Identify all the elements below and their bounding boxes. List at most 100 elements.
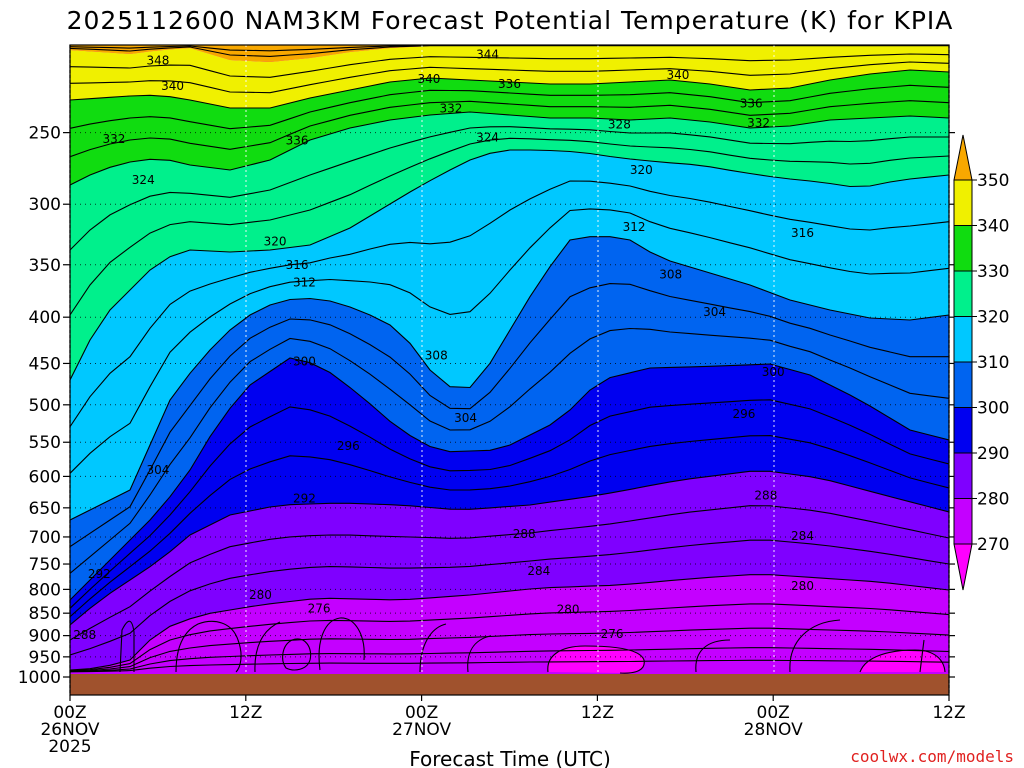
colorbar-segment [953,452,973,499]
surface-warm-pocket [547,646,645,674]
theta-band-340 [70,70,949,185]
contour-label: 300 [762,365,785,379]
contour-label: 296 [337,439,360,453]
x-tick-label: 12Z [581,703,614,723]
colorbar-segment [953,361,973,408]
theta-contour [70,357,949,601]
contour-label: 340 [417,72,440,86]
theta-contour [70,61,949,94]
x-tick-label: 2025 [48,737,91,757]
x-tick-label: 00Z [757,703,790,723]
theta-contour [70,111,949,186]
y-tick-label: 650 [29,499,61,519]
colorbar-label: 290 [977,444,1009,464]
y-tick-label: 450 [29,354,61,374]
y-tick-label: 850 [29,604,61,624]
y-tick-label: 400 [29,308,61,328]
contour-label: 316 [791,226,814,240]
contour-label: 320 [264,235,287,249]
theta-band-300 [70,358,949,625]
theta-contour [70,180,949,428]
contour-label: 280 [557,602,580,616]
ground-surface [70,674,949,695]
contour-label: 332 [439,101,462,115]
y-tick-label: 600 [29,467,61,487]
theta-contour [70,435,949,618]
contour-label: 320 [630,163,653,177]
theta-contour [70,603,949,672]
x-tick-label: 00Z [53,703,86,723]
contour-label: 312 [623,220,646,234]
colorbar-top-arrow [953,134,973,181]
theta-contour [70,327,949,574]
contour-label: 304 [146,463,169,477]
contour-label: 300 [293,355,316,369]
theta-contour [70,100,949,158]
contour-label: 340 [161,79,184,93]
credit-text: coolwx.com/models [850,747,1014,766]
colorbar-segment [953,225,973,272]
y-tick-label: 900 [29,627,61,647]
contour-label: 288 [73,628,96,642]
theta-contour [70,53,949,78]
y-tick-label: 800 [29,580,61,600]
colorbar-label: 330 [977,262,1009,282]
x-tick-label: 28NOV [744,720,803,740]
contour-label: 276 [601,627,624,641]
x-tick-label: 27NOV [392,720,451,740]
colorbar-label: 300 [977,399,1009,419]
theta-contour [70,539,949,656]
theta-contour [70,69,949,109]
contour-label: 332 [747,116,770,130]
colorbar-segment [953,179,973,226]
surface-convective-cells [119,617,946,674]
theta-contour [70,236,949,521]
contour-label: 336 [286,133,309,147]
theta-contour [70,505,949,641]
colorbar-label: 350 [977,171,1009,191]
colorbar-label: 340 [977,217,1009,237]
x-axis-label: Forecast Time (UTC) [409,747,611,768]
contour-label: 276 [308,602,331,616]
theta-contour [70,659,949,673]
pressure-axis: 250 300 350 400 450 500 550 600 650 700 750 800 850 9… [18,124,955,688]
contour-label: 288 [513,527,536,541]
plot-area: 348 340 332 324 336 344 340 336 332 324 328 320 340 3… [70,45,949,695]
x-tick-label: 12Z [932,703,965,723]
theta-band-290 [70,471,949,670]
grid-lines [245,45,775,695]
theta-contour [70,149,949,381]
y-tick-label: 1000 [18,668,61,688]
y-tick-label: 250 [29,124,61,144]
contour-label: 312 [293,275,316,289]
contour-label: 284 [527,564,550,578]
contour-label: 292 [293,492,316,506]
colorbar-label: 270 [977,535,1009,555]
x-tick-label: 12Z [229,703,262,723]
theta-contour [70,399,949,609]
contour-label: 316 [286,258,309,272]
theta-contour [70,84,949,130]
colorbar-segment [953,316,973,363]
theta-band-350 [70,46,949,108]
contour-label: 304 [454,411,477,425]
chart-title: 2025112600 NAM3KM Forecast Potential Tem… [67,6,954,35]
y-tick-label: 550 [29,433,61,453]
colorbar-segment [953,407,973,454]
y-tick-label: 950 [29,648,61,668]
theta-contour [70,470,949,626]
contour-label: 344 [476,48,499,62]
theta-color-bands [70,45,949,695]
colorbar-bottom-arrow [953,543,973,591]
theta-contour [70,126,949,251]
theta-contour [70,647,949,673]
contour-label: 288 [754,489,777,503]
theta-contour-lines [70,45,949,673]
contour-label: 336 [740,96,763,110]
colorbar-segment [953,498,973,545]
contour-label: 292 [88,567,111,581]
colorbar-segment [953,270,973,317]
theta-contour [70,574,949,671]
colorbar-label: 310 [977,353,1009,373]
